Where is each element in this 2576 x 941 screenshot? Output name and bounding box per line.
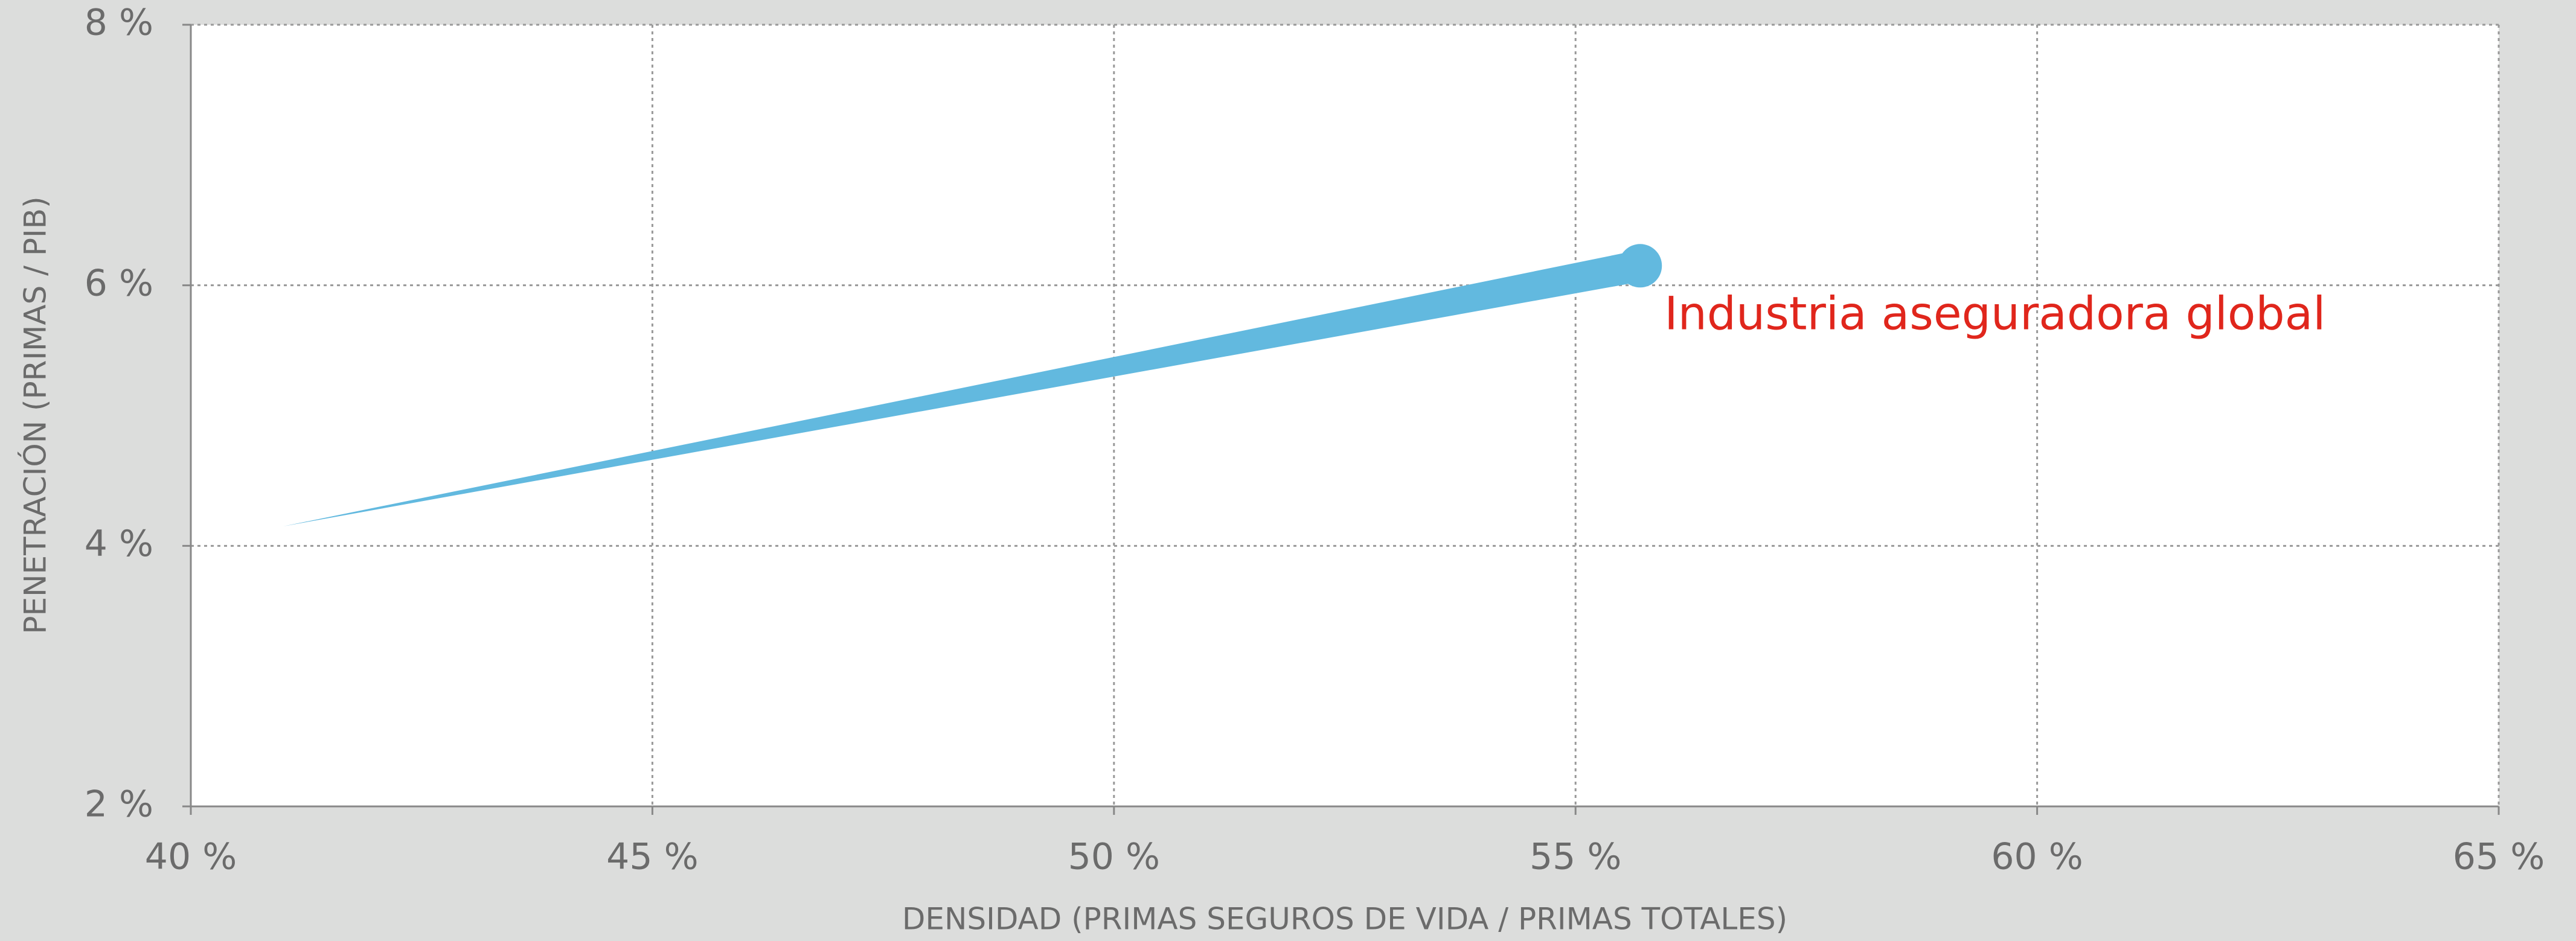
x-tick-label: 55 % xyxy=(1530,836,1621,878)
trail xyxy=(283,250,1644,526)
y-tick-label: 6 % xyxy=(85,262,153,304)
x-tick-label: 65 % xyxy=(2453,836,2545,878)
y-tick-label: 8 % xyxy=(85,2,153,44)
x-tick-label: 50 % xyxy=(1068,836,1160,878)
annotation: Industria aseguradora global xyxy=(1664,286,2325,340)
y-tick-label: 2 % xyxy=(85,783,153,826)
y-tick-label: 4 % xyxy=(85,523,153,565)
x-tick-label: 60 % xyxy=(1991,836,2083,878)
end-point xyxy=(1618,244,1662,288)
x-tick-label: 45 % xyxy=(606,836,698,878)
x-tick-label: 40 % xyxy=(145,836,237,878)
x-axis-title: DENSIDAD (PRIMAS SEGUROS DE VIDA / PRIMA… xyxy=(902,902,1787,937)
plot-area xyxy=(191,25,2499,806)
y-axis-title: PENETRACIÓN (PRIMAS / PIB) xyxy=(18,196,53,634)
